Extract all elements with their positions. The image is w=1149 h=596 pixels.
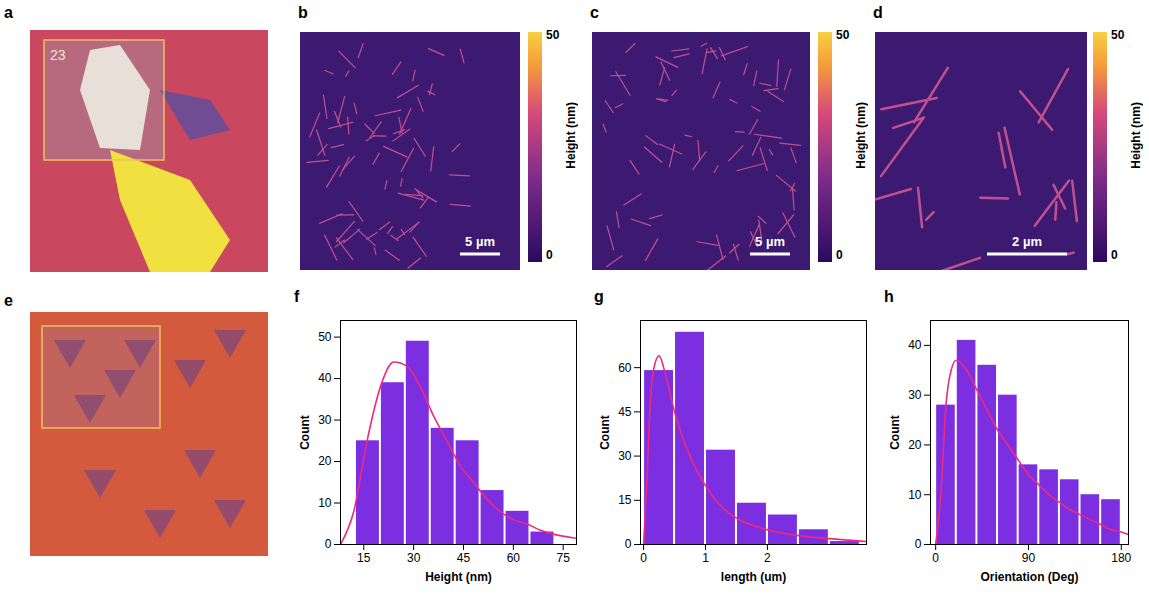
svg-text:75: 75 — [557, 551, 571, 565]
svg-text:Orientation (Deg): Orientation (Deg) — [981, 570, 1079, 584]
html-text:e: e — [4, 292, 13, 309]
svg-text:length (um): length (um) — [721, 570, 786, 584]
svg-text:60: 60 — [618, 360, 632, 374]
svg-text:45: 45 — [618, 405, 632, 419]
html-text:f: f — [294, 288, 300, 305]
html-text:Height (nm): Height (nm) — [564, 102, 578, 169]
svg-text:20: 20 — [908, 438, 922, 452]
html-text:a: a — [4, 4, 13, 21]
svg-text:50: 50 — [318, 330, 332, 344]
svg-text:30: 30 — [618, 449, 632, 463]
svg-text:20: 20 — [318, 454, 332, 468]
svg-text:45: 45 — [457, 551, 471, 565]
svg-text:90: 90 — [1022, 551, 1036, 565]
svg-text:0: 0 — [932, 551, 939, 565]
svg-text:40: 40 — [318, 371, 332, 385]
svg-text:10: 10 — [908, 488, 922, 502]
html-text:Height (nm): Height (nm) — [854, 102, 868, 169]
svg-text:5 µm: 5 µm — [465, 234, 495, 249]
html-text:0: 0 — [836, 248, 843, 262]
html-text:50: 50 — [546, 28, 560, 42]
html-text:Height (nm): Height (nm) — [1129, 102, 1143, 169]
html-text:0: 0 — [1111, 248, 1118, 262]
svg-text:15: 15 — [357, 551, 371, 565]
svg-text:0: 0 — [640, 551, 647, 565]
svg-text:40: 40 — [908, 338, 922, 352]
html-text:h: h — [884, 288, 894, 305]
svg-text:2: 2 — [764, 551, 771, 565]
html-text:b: b — [298, 4, 308, 21]
svg-text:1: 1 — [702, 551, 709, 565]
svg-text:30: 30 — [908, 388, 922, 402]
svg-text:10: 10 — [318, 496, 332, 510]
svg-text:2 µm: 2 µm — [1012, 234, 1042, 249]
svg-text:Count: Count — [298, 415, 312, 450]
html-text:50: 50 — [836, 28, 850, 42]
html-text:c: c — [590, 4, 599, 21]
svg-text:60: 60 — [507, 551, 521, 565]
svg-text:Count: Count — [598, 415, 612, 450]
svg-text:Height (nm): Height (nm) — [425, 570, 492, 584]
svg-text:30: 30 — [318, 413, 332, 427]
svg-text:0: 0 — [325, 537, 332, 551]
svg-text:5 µm: 5 µm — [755, 234, 785, 249]
svg-text:30: 30 — [407, 551, 421, 565]
html-text:g: g — [594, 288, 604, 305]
svg-text:Count: Count — [888, 415, 902, 450]
svg-text:180: 180 — [1111, 551, 1131, 565]
svg-text:15: 15 — [618, 493, 632, 507]
svg-text:0: 0 — [625, 537, 632, 551]
svg-text:23: 23 — [50, 47, 66, 63]
html-text:50: 50 — [1111, 28, 1125, 42]
html-text:0: 0 — [546, 248, 553, 262]
html-text:d: d — [873, 4, 883, 21]
svg-text:0: 0 — [915, 537, 922, 551]
